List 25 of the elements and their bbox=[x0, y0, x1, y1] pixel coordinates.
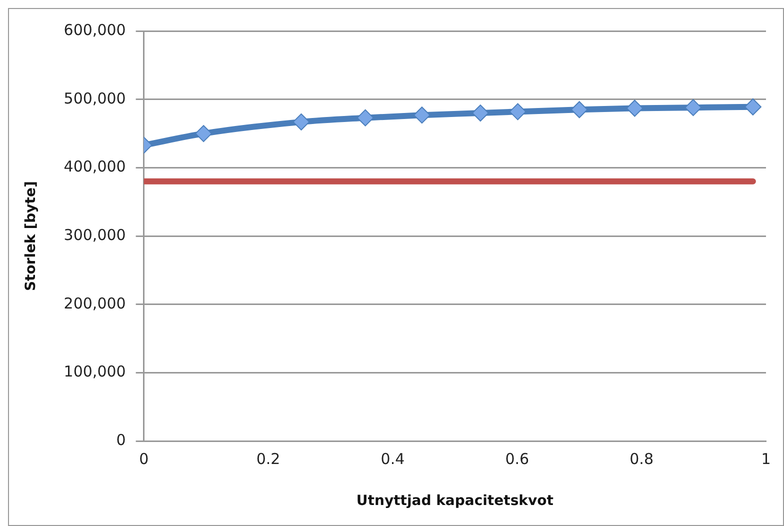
point bbox=[356, 109, 374, 126]
y-axis-title: Storlek [byte] bbox=[23, 181, 40, 292]
point bbox=[472, 104, 489, 122]
y-tick-label: 400,000 bbox=[64, 158, 126, 176]
y-tick-label: 300,000 bbox=[64, 226, 126, 244]
point bbox=[626, 100, 644, 117]
y-tick-label: 500,000 bbox=[64, 89, 126, 108]
y-tick-label: 600,000 bbox=[64, 20, 126, 39]
y-tick-label: 100,000 bbox=[64, 362, 126, 381]
x-tick-label: 0.6 bbox=[505, 450, 530, 468]
y-tick-label: 200,000 bbox=[64, 294, 126, 312]
x-tick-label: 0.2 bbox=[256, 450, 280, 468]
point bbox=[413, 106, 430, 124]
point bbox=[684, 99, 702, 116]
x-tick-label: 0.4 bbox=[380, 450, 405, 468]
x-tick-label: 1 bbox=[761, 450, 771, 468]
y-tick-label: 0 bbox=[116, 431, 126, 450]
point bbox=[744, 98, 762, 116]
point bbox=[292, 113, 310, 130]
x-axis-title: Utnyttjad kapacitetskvot bbox=[356, 493, 554, 510]
point bbox=[570, 101, 588, 118]
x-tick-label: 0.8 bbox=[630, 450, 654, 468]
x-tick-label: 0 bbox=[139, 450, 149, 468]
point bbox=[509, 103, 526, 120]
point bbox=[195, 125, 212, 142]
